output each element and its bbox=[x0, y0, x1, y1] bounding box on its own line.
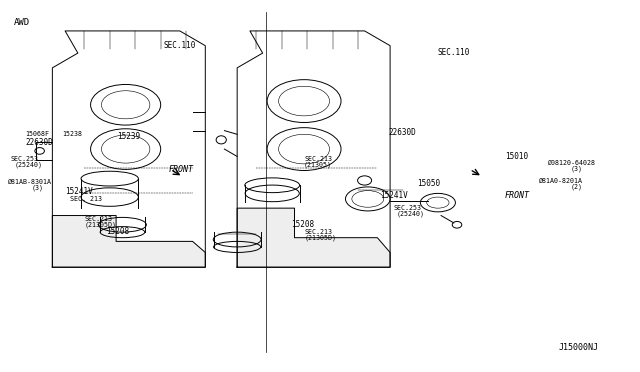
Text: (21305D): (21305D) bbox=[305, 234, 337, 241]
Text: (3): (3) bbox=[570, 165, 582, 171]
Text: (21305D): (21305D) bbox=[84, 222, 116, 228]
Text: SEC.253: SEC.253 bbox=[394, 205, 421, 211]
Text: 22630D: 22630D bbox=[26, 138, 53, 147]
Text: 15010: 15010 bbox=[505, 152, 528, 161]
Text: 15208: 15208 bbox=[291, 220, 314, 230]
Text: (21305): (21305) bbox=[304, 161, 332, 168]
Text: Ø81A0-8201A: Ø81A0-8201A bbox=[539, 178, 582, 184]
Text: 15241V: 15241V bbox=[65, 187, 93, 196]
Text: (25240): (25240) bbox=[14, 161, 42, 168]
Text: FRONT: FRONT bbox=[168, 165, 193, 174]
Text: 15208: 15208 bbox=[106, 227, 130, 236]
Text: AWD: AWD bbox=[14, 18, 30, 28]
Text: 15241V: 15241V bbox=[381, 191, 408, 200]
Text: 15050: 15050 bbox=[417, 179, 440, 188]
Text: SEC.213: SEC.213 bbox=[304, 156, 332, 162]
Text: 15239: 15239 bbox=[117, 132, 141, 141]
Text: J15000NJ: J15000NJ bbox=[559, 343, 599, 352]
Text: 15238: 15238 bbox=[62, 131, 82, 137]
Text: FRONT: FRONT bbox=[505, 191, 530, 200]
Text: (3): (3) bbox=[32, 185, 44, 191]
Text: SEC.213: SEC.213 bbox=[305, 229, 333, 235]
Text: SEC.110: SEC.110 bbox=[164, 41, 196, 49]
Text: SEC.253: SEC.253 bbox=[11, 156, 39, 162]
Text: SEC. 213: SEC. 213 bbox=[70, 196, 102, 202]
Polygon shape bbox=[52, 215, 205, 267]
Text: SEC.110: SEC.110 bbox=[438, 48, 470, 57]
Text: Ø81AB-8301A: Ø81AB-8301A bbox=[8, 179, 52, 185]
Text: Ø08120-64028: Ø08120-64028 bbox=[548, 160, 596, 166]
Text: (2): (2) bbox=[570, 184, 582, 190]
Text: 22630D: 22630D bbox=[389, 128, 417, 137]
Text: (25240): (25240) bbox=[396, 211, 424, 217]
Polygon shape bbox=[237, 208, 390, 267]
Text: SEC.213: SEC.213 bbox=[84, 216, 112, 222]
Text: 15068F: 15068F bbox=[26, 131, 50, 137]
